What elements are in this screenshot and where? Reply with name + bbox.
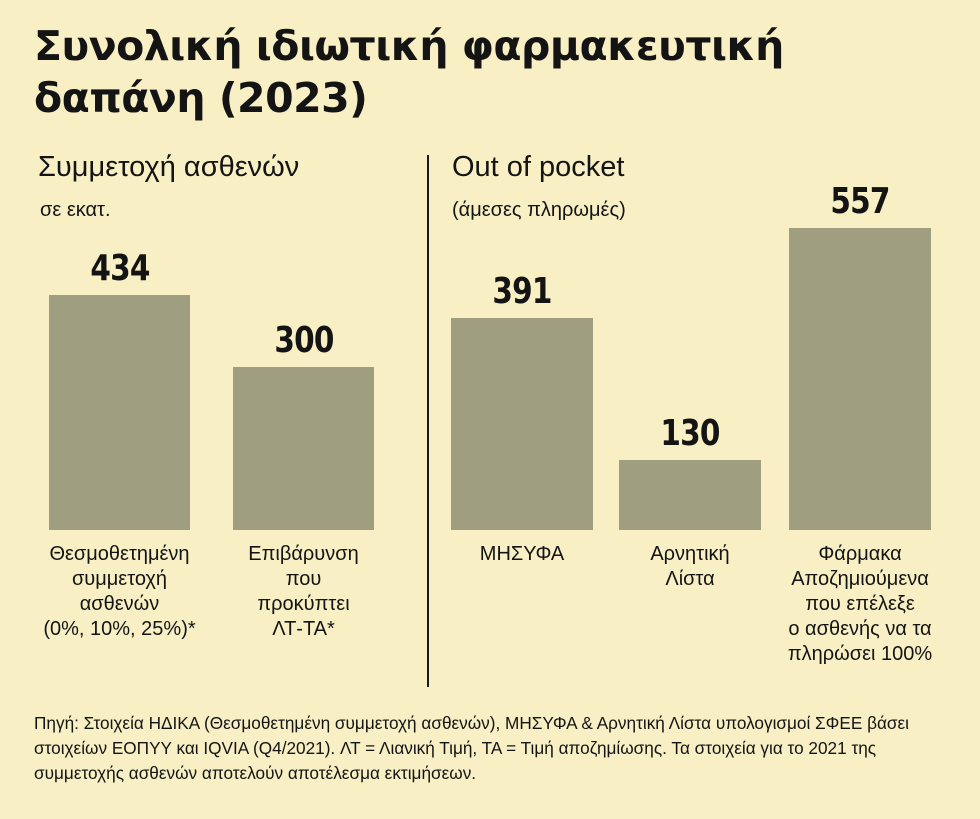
bar [233,367,374,530]
bar [789,228,931,530]
category-label: Θεσμοθετημένη συμμετοχή ασθενών (0%, 10%… [43,543,196,640]
category-label: ΜΗΣΥΦΑ [479,543,565,565]
bar-value-label: 300 [273,320,334,362]
right-panel-heading: Out of pocket [452,151,625,183]
category-label: Επιβάρυνση που προκύπτει ΛΤ-ΤΑ* [248,543,359,640]
source-note: Πηγή: Στοιχεία ΗΔΙΚΑ (Θεσμοθετημένη συμμ… [34,713,910,783]
panel-divider [427,155,429,687]
bar-value-label: 434 [89,247,150,289]
bar-value-label: 557 [830,181,890,222]
bar-value-label: 391 [492,271,552,312]
right-panel-note: (άμεσες πληρωμές) [452,199,626,221]
chart-title: Συνολική ιδιωτική φαρμακευτική δαπάνη (2… [34,22,784,122]
left-panel-heading: Συμμετοχή ασθενών [38,151,300,183]
left-panel-unit: σε εκατ. [40,199,111,221]
bar-value-label: 130 [660,412,720,454]
bar [619,459,761,530]
bar [49,294,190,530]
category-label: Φάρμακα Αποζημιούμενα που επέλεξε ο ασθε… [787,543,933,665]
category-label: Αρνητική Λίστα [650,543,730,590]
bar [451,318,593,530]
